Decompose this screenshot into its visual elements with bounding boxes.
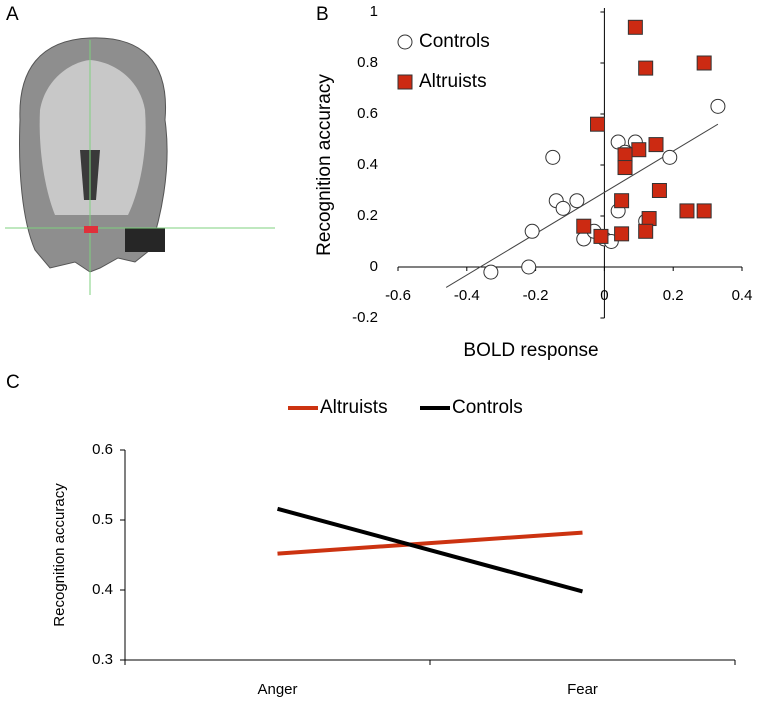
y-axis-label: Recognition accuracy bbox=[51, 483, 68, 627]
point bbox=[648, 137, 664, 153]
point bbox=[662, 149, 678, 165]
legend-label: Altruists bbox=[320, 397, 388, 418]
series-line bbox=[277, 530, 583, 556]
x-axis-label: BOLD response bbox=[463, 340, 598, 361]
y-tick-label: 0.8 bbox=[357, 54, 378, 71]
point bbox=[638, 60, 654, 76]
x-tick-label: 0.4 bbox=[732, 287, 753, 304]
point bbox=[631, 142, 647, 158]
x-tick-label: -0.4 bbox=[454, 287, 480, 304]
point bbox=[590, 116, 606, 132]
point bbox=[576, 218, 592, 234]
legend-label: Controls bbox=[419, 31, 490, 52]
point bbox=[593, 228, 609, 244]
x-tick-label: -0.2 bbox=[523, 287, 549, 304]
legend-label: Controls bbox=[452, 397, 523, 418]
series-line bbox=[276, 506, 584, 594]
y-tick-label: 0.2 bbox=[357, 207, 378, 224]
point bbox=[524, 223, 540, 239]
y-tick-label: 0.4 bbox=[92, 581, 113, 598]
y-tick-label: 0.6 bbox=[357, 105, 378, 122]
y-tick-label: 0.6 bbox=[92, 441, 113, 458]
x-tick-label: -0.6 bbox=[385, 287, 411, 304]
white-matter bbox=[39, 60, 146, 215]
point bbox=[569, 193, 585, 209]
point bbox=[710, 98, 726, 114]
y-tick-label: 1 bbox=[370, 3, 378, 20]
point bbox=[521, 259, 537, 275]
x-tick-label: Fear bbox=[567, 681, 598, 698]
roi-marker bbox=[84, 226, 98, 233]
y-tick-label: -0.2 bbox=[352, 309, 378, 326]
legend-marker bbox=[397, 34, 413, 50]
point bbox=[679, 203, 695, 219]
x-tick-label: 0 bbox=[600, 287, 608, 304]
point bbox=[651, 183, 667, 198]
panel-label: A bbox=[6, 4, 19, 25]
panel-label: B bbox=[316, 4, 329, 25]
x-tick-label: Anger bbox=[257, 681, 297, 698]
y-tick-label: 0.5 bbox=[92, 511, 113, 528]
point bbox=[555, 200, 571, 216]
dark-region bbox=[125, 228, 165, 252]
point bbox=[545, 149, 561, 165]
y-tick-label: 0.4 bbox=[357, 156, 378, 173]
point bbox=[638, 223, 654, 239]
point bbox=[627, 19, 643, 35]
point bbox=[617, 160, 633, 176]
point bbox=[614, 193, 630, 209]
legend-marker bbox=[397, 74, 413, 90]
y-tick-label: 0 bbox=[370, 258, 378, 275]
point bbox=[483, 264, 499, 280]
brain-image bbox=[5, 37, 275, 295]
panel-label: C bbox=[6, 372, 20, 393]
y-tick-label: 0.3 bbox=[92, 651, 113, 668]
point bbox=[614, 226, 630, 242]
point bbox=[617, 147, 633, 163]
x-tick-label: 0.2 bbox=[663, 287, 684, 304]
point bbox=[696, 55, 712, 71]
y-axis-label: Recognition accuracy bbox=[314, 74, 335, 256]
point bbox=[641, 211, 657, 227]
point bbox=[696, 203, 712, 219]
legend-label: Altruists bbox=[419, 71, 487, 92]
